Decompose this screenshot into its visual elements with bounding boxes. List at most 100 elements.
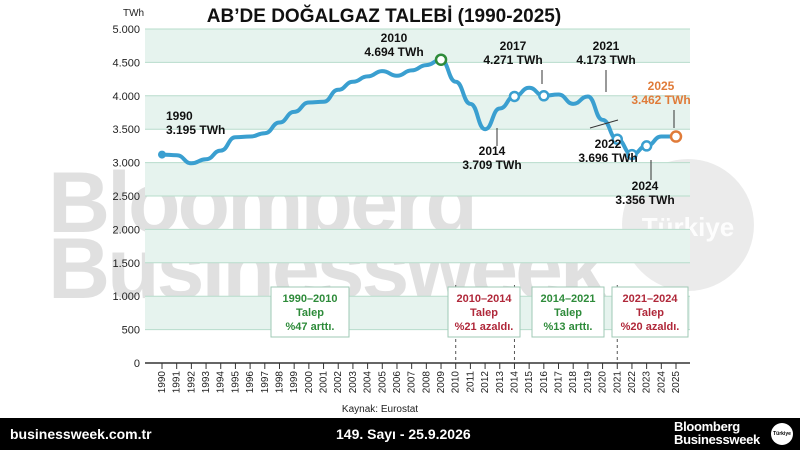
point-2014	[508, 90, 521, 103]
x-axis: 1990 1991 1992 1993 1994 1995 1996 1997 1998 1999…	[145, 362, 690, 394]
y-tick-label: 1.000	[112, 291, 140, 303]
period-line: %13 arttı.	[544, 321, 593, 333]
period-box: 2021–2024 Talep %20 azaldı.	[611, 286, 689, 338]
period-line: 2014–2021	[540, 293, 595, 305]
x-tick-label: 2007	[407, 371, 418, 394]
background-bands	[145, 29, 690, 330]
period-line: %47 arttı.	[286, 321, 335, 333]
footer-site-link[interactable]: businessweek.com.tr	[10, 426, 152, 442]
period-box: 2010–2014 Talep %21 azaldı.	[447, 286, 521, 338]
annotation-year: 1990	[166, 109, 193, 123]
point-2016	[538, 90, 550, 102]
y-tick-label: 500	[122, 325, 140, 337]
x-tick-label: 2017	[554, 371, 565, 394]
x-tick-label: 2006	[392, 371, 403, 394]
data-points	[158, 53, 683, 161]
demand-line	[160, 57, 678, 166]
x-tick-label: 2008	[421, 371, 432, 394]
x-tick-label: 2013	[495, 371, 506, 394]
annotation-value: 3.709 TWh	[462, 158, 521, 172]
x-tick-label: 1996	[245, 371, 256, 394]
period-line: Talep	[636, 307, 664, 319]
period-line: Talep	[470, 307, 498, 319]
x-tick-label: 2024	[656, 371, 667, 394]
y-tick-label: 3.000	[112, 158, 140, 170]
x-tick-label: 2021	[612, 371, 623, 394]
period-box: 1990–2010 Talep %47 arttı.	[270, 286, 350, 338]
x-tick-label: 2020	[598, 371, 609, 394]
x-tick-label: 2010	[451, 371, 462, 394]
annotation-year: 2017	[500, 39, 527, 53]
period-box-frame	[447, 286, 521, 338]
annotation-year: 2024	[632, 179, 659, 193]
x-tick-label: 1995	[230, 371, 241, 394]
band-5	[145, 162, 690, 196]
footer-brand-logo: Bloomberg Businessweek	[674, 420, 760, 446]
band-1	[145, 296, 690, 330]
natural-gas-demand-chart: 0 500 1.000 1.500 2.000 2.500 3.000 3.500 4.000 4…	[112, 5, 691, 415]
x-tick-label: 1997	[260, 371, 271, 394]
period-box-frame	[270, 286, 350, 338]
band-7	[145, 95, 690, 130]
x-tick-label: 2015	[524, 371, 535, 394]
x-tick-label: 2019	[583, 371, 594, 394]
period-line: 2021–2024	[622, 293, 678, 305]
x-tick-label: 2016	[539, 371, 550, 394]
x-tick-label: 1992	[186, 371, 197, 394]
source-label: Kaynak: Eurostat	[342, 404, 418, 415]
footer-brand-line1: Bloomberg	[673, 419, 740, 434]
x-tick-label: 2011	[465, 371, 476, 393]
x-tick-label: 1999	[289, 371, 300, 394]
footer-bar: businessweek.com.tr 149. Sayı - 25.9.202…	[0, 418, 800, 450]
x-tick-label: 1990	[157, 371, 168, 394]
y-tick-label: 4.500	[112, 57, 140, 69]
period-line: Talep	[554, 307, 582, 319]
band-9	[145, 29, 690, 63]
y-tick-label: 1.500	[112, 258, 140, 270]
footer-brand-line2: Businessweek	[673, 432, 760, 447]
period-box-frame	[611, 286, 689, 338]
annotation-value: 3.356 TWh	[615, 193, 674, 207]
annotation-year: 2010	[381, 31, 408, 45]
y-tick-label: 5.000	[112, 24, 140, 36]
period-boxes: 1990–2010 Talep %47 arttı. 2010–2014 Talep %2…	[270, 285, 689, 363]
x-tick-label: 2018	[568, 371, 579, 394]
period-line: 1990–2010	[282, 293, 337, 305]
x-tick-label: 2009	[436, 371, 447, 394]
annotation-value: 4.173 TWh	[576, 53, 635, 67]
footer-seal-logo: Türkiye	[771, 423, 793, 445]
y-axis: 0 500 1.000 1.500 2.000 2.500 3.000 3.500 4.000 4…	[112, 24, 140, 370]
x-tick-label: 1994	[216, 371, 227, 394]
x-tick-label: 2003	[348, 371, 359, 394]
annotation-value: 3.195 TWh	[166, 123, 225, 137]
x-tick-label: 2012	[480, 371, 491, 394]
point-2009	[434, 53, 448, 66]
x-tick-label: 2001	[319, 371, 330, 394]
y-tick-label: 2.000	[112, 224, 140, 236]
point-2023	[640, 140, 653, 152]
y-tick-label: 4.000	[112, 91, 140, 103]
x-tick-label: 2025	[671, 371, 682, 394]
x-tick-label: 2000	[304, 371, 315, 394]
annotation-value: 4.694 TWh	[364, 45, 423, 59]
annotation-year: 2025	[648, 79, 675, 93]
band-3	[145, 229, 690, 263]
period-box: 2014–2021 Talep %13 arttı.	[531, 286, 605, 338]
footer-issue: 149. Sayı - 25.9.2026	[336, 426, 471, 442]
annotation-year: 2014	[479, 144, 506, 158]
x-tick-label: 2004	[363, 371, 374, 394]
period-line: %21 azaldı.	[455, 321, 514, 333]
x-tick-label: 2022	[627, 371, 638, 394]
period-line: 2010–2014	[456, 293, 512, 305]
period-box-frame	[531, 286, 605, 338]
point-2025	[669, 130, 683, 143]
annotation-leader	[589, 119, 619, 129]
y-tick-label: 2.500	[112, 191, 140, 203]
annotation-year: 2022	[595, 137, 622, 151]
point-2022	[626, 148, 638, 161]
chart-title: AB’DE DOĞALGAZ TALEBİ (1990-2025)	[207, 5, 561, 27]
x-tick-label: 2014	[509, 371, 520, 394]
point-1990	[158, 150, 166, 159]
annotation-value: 3.696 TWh	[578, 151, 637, 165]
